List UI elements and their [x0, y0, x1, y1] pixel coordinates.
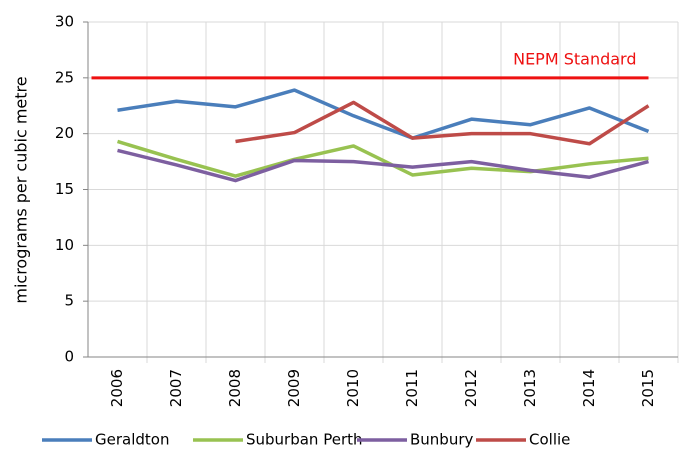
y-tick-label: 5 [64, 292, 74, 310]
series-line [116, 139, 649, 178]
x-tick-label: 2008 [226, 369, 244, 407]
x-tick-label: 2014 [580, 369, 598, 407]
y-tick-label: 15 [55, 180, 74, 198]
series-line [117, 88, 650, 140]
x-tick-label: 2009 [285, 369, 303, 407]
legend-label: Collie [529, 431, 570, 449]
y-tick-label: 0 [64, 348, 74, 366]
x-tick-label: 2012 [462, 369, 480, 407]
x-tick-label: 2015 [639, 369, 657, 407]
series-line [117, 148, 649, 183]
y-axis-label: micrograms per cubic metre [12, 76, 31, 303]
y-tick-label: 10 [55, 236, 74, 254]
reference-label: NEPM Standard [513, 49, 636, 68]
legend-label: Suburban Perth [246, 431, 363, 449]
y-tick-label: 20 [55, 124, 74, 142]
legend-label: Geraldton [95, 431, 169, 449]
x-tick-label: 2013 [521, 369, 539, 407]
series-line [235, 100, 650, 146]
legend-label: Bunbury [410, 431, 473, 449]
x-tick-label: 2011 [403, 369, 421, 407]
x-tick-label: 2006 [108, 369, 126, 407]
y-tick-label: 30 [55, 13, 74, 31]
x-tick-label: 2007 [167, 369, 185, 407]
y-tick-label: 25 [55, 68, 74, 86]
x-tick-label: 2010 [344, 369, 362, 407]
